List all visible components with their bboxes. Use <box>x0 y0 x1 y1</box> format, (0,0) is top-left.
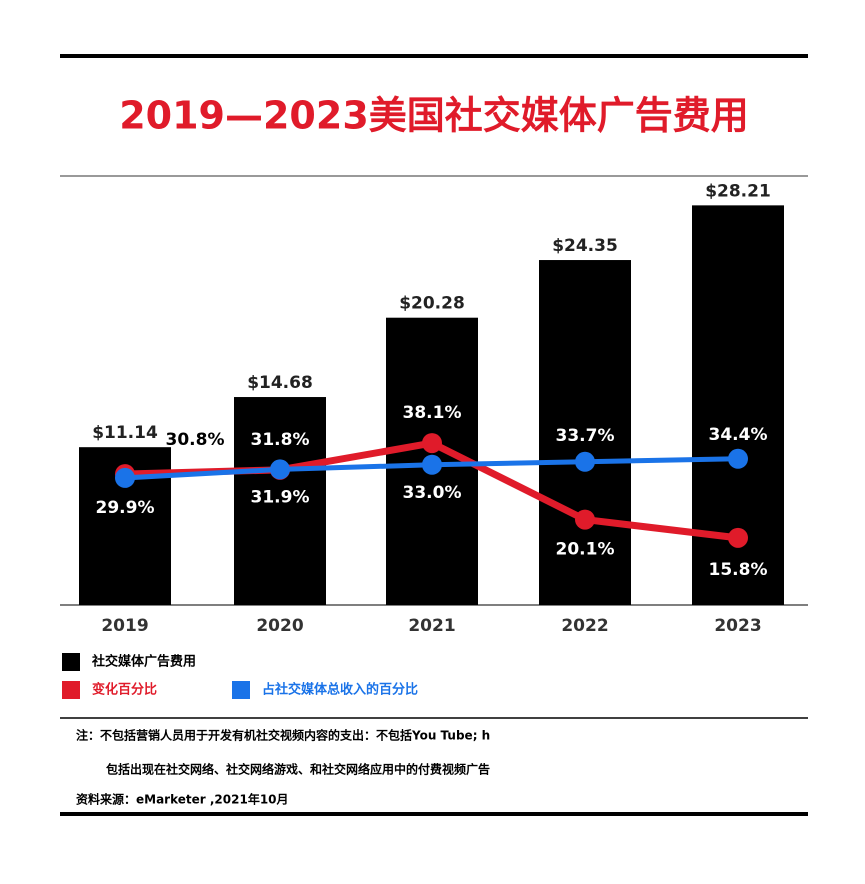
bar <box>539 260 631 605</box>
note: 资料来源：eMarketer ,2021年10月 <box>76 792 289 807</box>
point-value-label: 15.8% <box>709 560 768 580</box>
x-tick-label: 2023 <box>714 616 761 636</box>
line-point <box>575 451 595 472</box>
point-value-label: 33.0% <box>403 483 462 503</box>
line-point <box>575 509 595 530</box>
line-point <box>728 448 748 469</box>
bar-value-label: $28.21 <box>705 181 771 201</box>
bar <box>234 397 326 605</box>
note: 包括出现在社交网络、社交网络游戏、和社交网络应用中的付费视频广告 <box>105 762 490 777</box>
point-value-label: 31.9% <box>251 487 310 507</box>
point-value-label: 38.1% <box>403 403 462 423</box>
line-point <box>270 459 290 480</box>
point-value-label: 34.4% <box>709 425 768 445</box>
x-tick-label: 2022 <box>561 616 608 636</box>
x-tick-label: 2019 <box>101 616 148 636</box>
legend-swatch <box>232 681 250 699</box>
point-value-label: 33.7% <box>556 426 615 446</box>
point-value-label: 29.9% <box>96 498 155 518</box>
legend-label: 变化百分比 <box>92 682 157 698</box>
point-value-label: 20.1% <box>556 540 615 560</box>
bar-value-label: $14.68 <box>247 373 313 393</box>
legend-label: 社交媒体广告费用 <box>91 654 196 670</box>
bar-value-label: $20.28 <box>399 294 465 314</box>
line-point <box>422 454 442 475</box>
legend-swatch <box>62 681 80 699</box>
point-value-label: 30.8% <box>166 430 225 450</box>
bar-value-label: $11.14 <box>92 423 158 443</box>
legend-label: 占社交媒体总收入的百分比 <box>262 682 418 698</box>
x-tick-label: 2020 <box>256 616 303 636</box>
point-value-label: 31.8% <box>251 430 310 450</box>
line-point <box>115 467 135 488</box>
chart-title: 2019—2023美国社交媒体广告费用 <box>119 94 749 138</box>
note: 注：不包括营销人员用于开发有机社交视频内容的支出：不包括You Tube; h <box>76 728 490 743</box>
bar-value-label: $24.35 <box>552 236 618 256</box>
line-point <box>728 527 748 548</box>
line-point <box>422 433 442 454</box>
x-tick-label: 2021 <box>408 616 455 636</box>
legend-swatch <box>62 653 80 671</box>
